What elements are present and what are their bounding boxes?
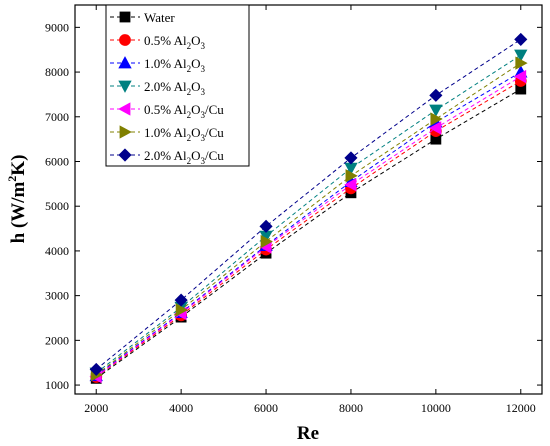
- legend-label: 0.5% Al2O3/Cu: [144, 102, 224, 120]
- legend-label-text: O: [191, 33, 200, 48]
- legend-label-sub: 3: [201, 110, 206, 120]
- legend-label-sub: 2: [187, 87, 192, 97]
- legend-label-text: 0.5% Al: [144, 33, 187, 48]
- legend-label: 0.5% Al2O3: [144, 33, 206, 51]
- y-tick-label: 5000: [45, 199, 69, 213]
- legend-label-text: /Cu: [205, 125, 224, 140]
- x-axis: 2000 4000 6000 8000 10000 12000: [84, 5, 536, 415]
- y-axis-title-base: h (W/m: [8, 182, 29, 244]
- y-tick-label: 1000: [45, 378, 69, 392]
- legend-label-text: /Cu: [205, 102, 224, 117]
- x-axis-title: Re: [297, 423, 319, 444]
- series-line: [95, 80, 522, 378]
- y-axis-title: h (W/m2K): [5, 155, 29, 244]
- legend-label-sub: 2: [187, 133, 192, 143]
- legend-item: Water: [110, 10, 175, 25]
- y-tick-label: 4000: [45, 244, 69, 258]
- legend-box: [105, 4, 250, 167]
- series-6: [89, 32, 528, 376]
- y-axis: 1000 2000 3000 4000 5000 6000 7000 8000 9000: [45, 20, 542, 392]
- data-point: [515, 56, 528, 70]
- legend-label-text: O: [191, 56, 200, 71]
- legend-label-sub: 2: [187, 64, 192, 74]
- legend-label-sub: 3: [201, 156, 206, 166]
- legend-item: 1.0% Al2O3: [110, 56, 206, 74]
- series-line: [95, 76, 522, 378]
- legend-label-text: 1.0% Al: [144, 125, 187, 140]
- x-tick-label: 4000: [169, 401, 193, 415]
- y-tick-label: 7000: [45, 110, 69, 124]
- y-tick-label: 2000: [45, 333, 69, 347]
- legend-label-text: O: [191, 102, 200, 117]
- legend-label: 2.0% Al2O3/Cu: [144, 148, 224, 166]
- legend-label-sub: 3: [201, 87, 206, 97]
- legend-marker: [119, 125, 132, 139]
- legend-label: Water: [144, 10, 175, 25]
- data-point: [175, 303, 188, 317]
- legend-item: 0.5% Al2O3: [110, 33, 206, 51]
- legend-label-text: O: [191, 125, 200, 140]
- legend-label-text: 0.5% Al: [144, 102, 187, 117]
- x-tick-label: 8000: [339, 401, 363, 415]
- legend-item: 2.0% Al2O3: [110, 79, 206, 97]
- y-axis-title-tail: K): [8, 155, 29, 176]
- legend-marker: [118, 80, 132, 93]
- legend-label-sub: 3: [201, 64, 206, 74]
- series-line: [95, 62, 522, 376]
- legend-label-text: 2.0% Al: [144, 148, 187, 163]
- legend-label: 2.0% Al2O3: [144, 79, 206, 97]
- legend-label-sub: 2: [187, 41, 192, 51]
- y-tick-label: 9000: [45, 20, 69, 34]
- legend-item: 2.0% Al2O3/Cu: [110, 148, 224, 166]
- data-point: [344, 178, 357, 192]
- data-point: [259, 219, 273, 233]
- plot-frame: [74, 4, 543, 395]
- data-point: [429, 121, 442, 135]
- data-point: [89, 362, 103, 376]
- legend-label: 1.0% Al2O3/Cu: [144, 125, 224, 143]
- x-tick-label: 2000: [84, 401, 108, 415]
- legend-item: 0.5% Al2O3/Cu: [110, 102, 224, 120]
- y-tick-label: 8000: [45, 65, 69, 79]
- y-tick-label: 3000: [45, 289, 69, 303]
- legend-label-sub: 2: [187, 156, 192, 166]
- legend-label-text: /Cu: [205, 148, 224, 163]
- y-tick-label: 6000: [45, 154, 69, 168]
- legend-label-text: O: [191, 79, 200, 94]
- x-tick-label: 6000: [254, 401, 278, 415]
- legend-label-sub: 2: [187, 110, 192, 120]
- data-point: [344, 151, 358, 165]
- data-point: [514, 49, 528, 62]
- legend-marker: [118, 148, 132, 162]
- series-line: [95, 88, 522, 379]
- data-point: [429, 88, 443, 102]
- legend-label-text: 2.0% Al: [144, 79, 187, 94]
- series-line: [95, 38, 522, 370]
- data-point: [174, 293, 188, 307]
- legend-label: 1.0% Al2O3: [144, 56, 206, 74]
- data-point: [513, 69, 527, 84]
- data-point: [260, 234, 273, 249]
- series-line: [95, 71, 522, 377]
- legend-label-text: 1.0% Al: [144, 56, 187, 71]
- data-point: [514, 32, 528, 46]
- y-axis-title-sup: 2: [5, 176, 19, 182]
- legend-label-sub: 3: [201, 41, 206, 51]
- legend-marker: [118, 56, 132, 69]
- legend-item: 1.0% Al2O3/Cu: [110, 125, 224, 143]
- legend-marker: [119, 11, 131, 23]
- x-tick-label: 10000: [421, 401, 451, 415]
- x-tick-label: 12000: [506, 401, 536, 415]
- legend-marker: [118, 102, 131, 116]
- data-point: [345, 169, 358, 183]
- data-point: [430, 112, 443, 126]
- series-layer: [89, 32, 528, 384]
- legend-label-text: O: [191, 148, 200, 163]
- legend-marker: [119, 34, 131, 46]
- legend-label-sub: 3: [201, 133, 206, 143]
- legend-label-text: Water: [144, 10, 175, 25]
- data-point: [429, 104, 443, 117]
